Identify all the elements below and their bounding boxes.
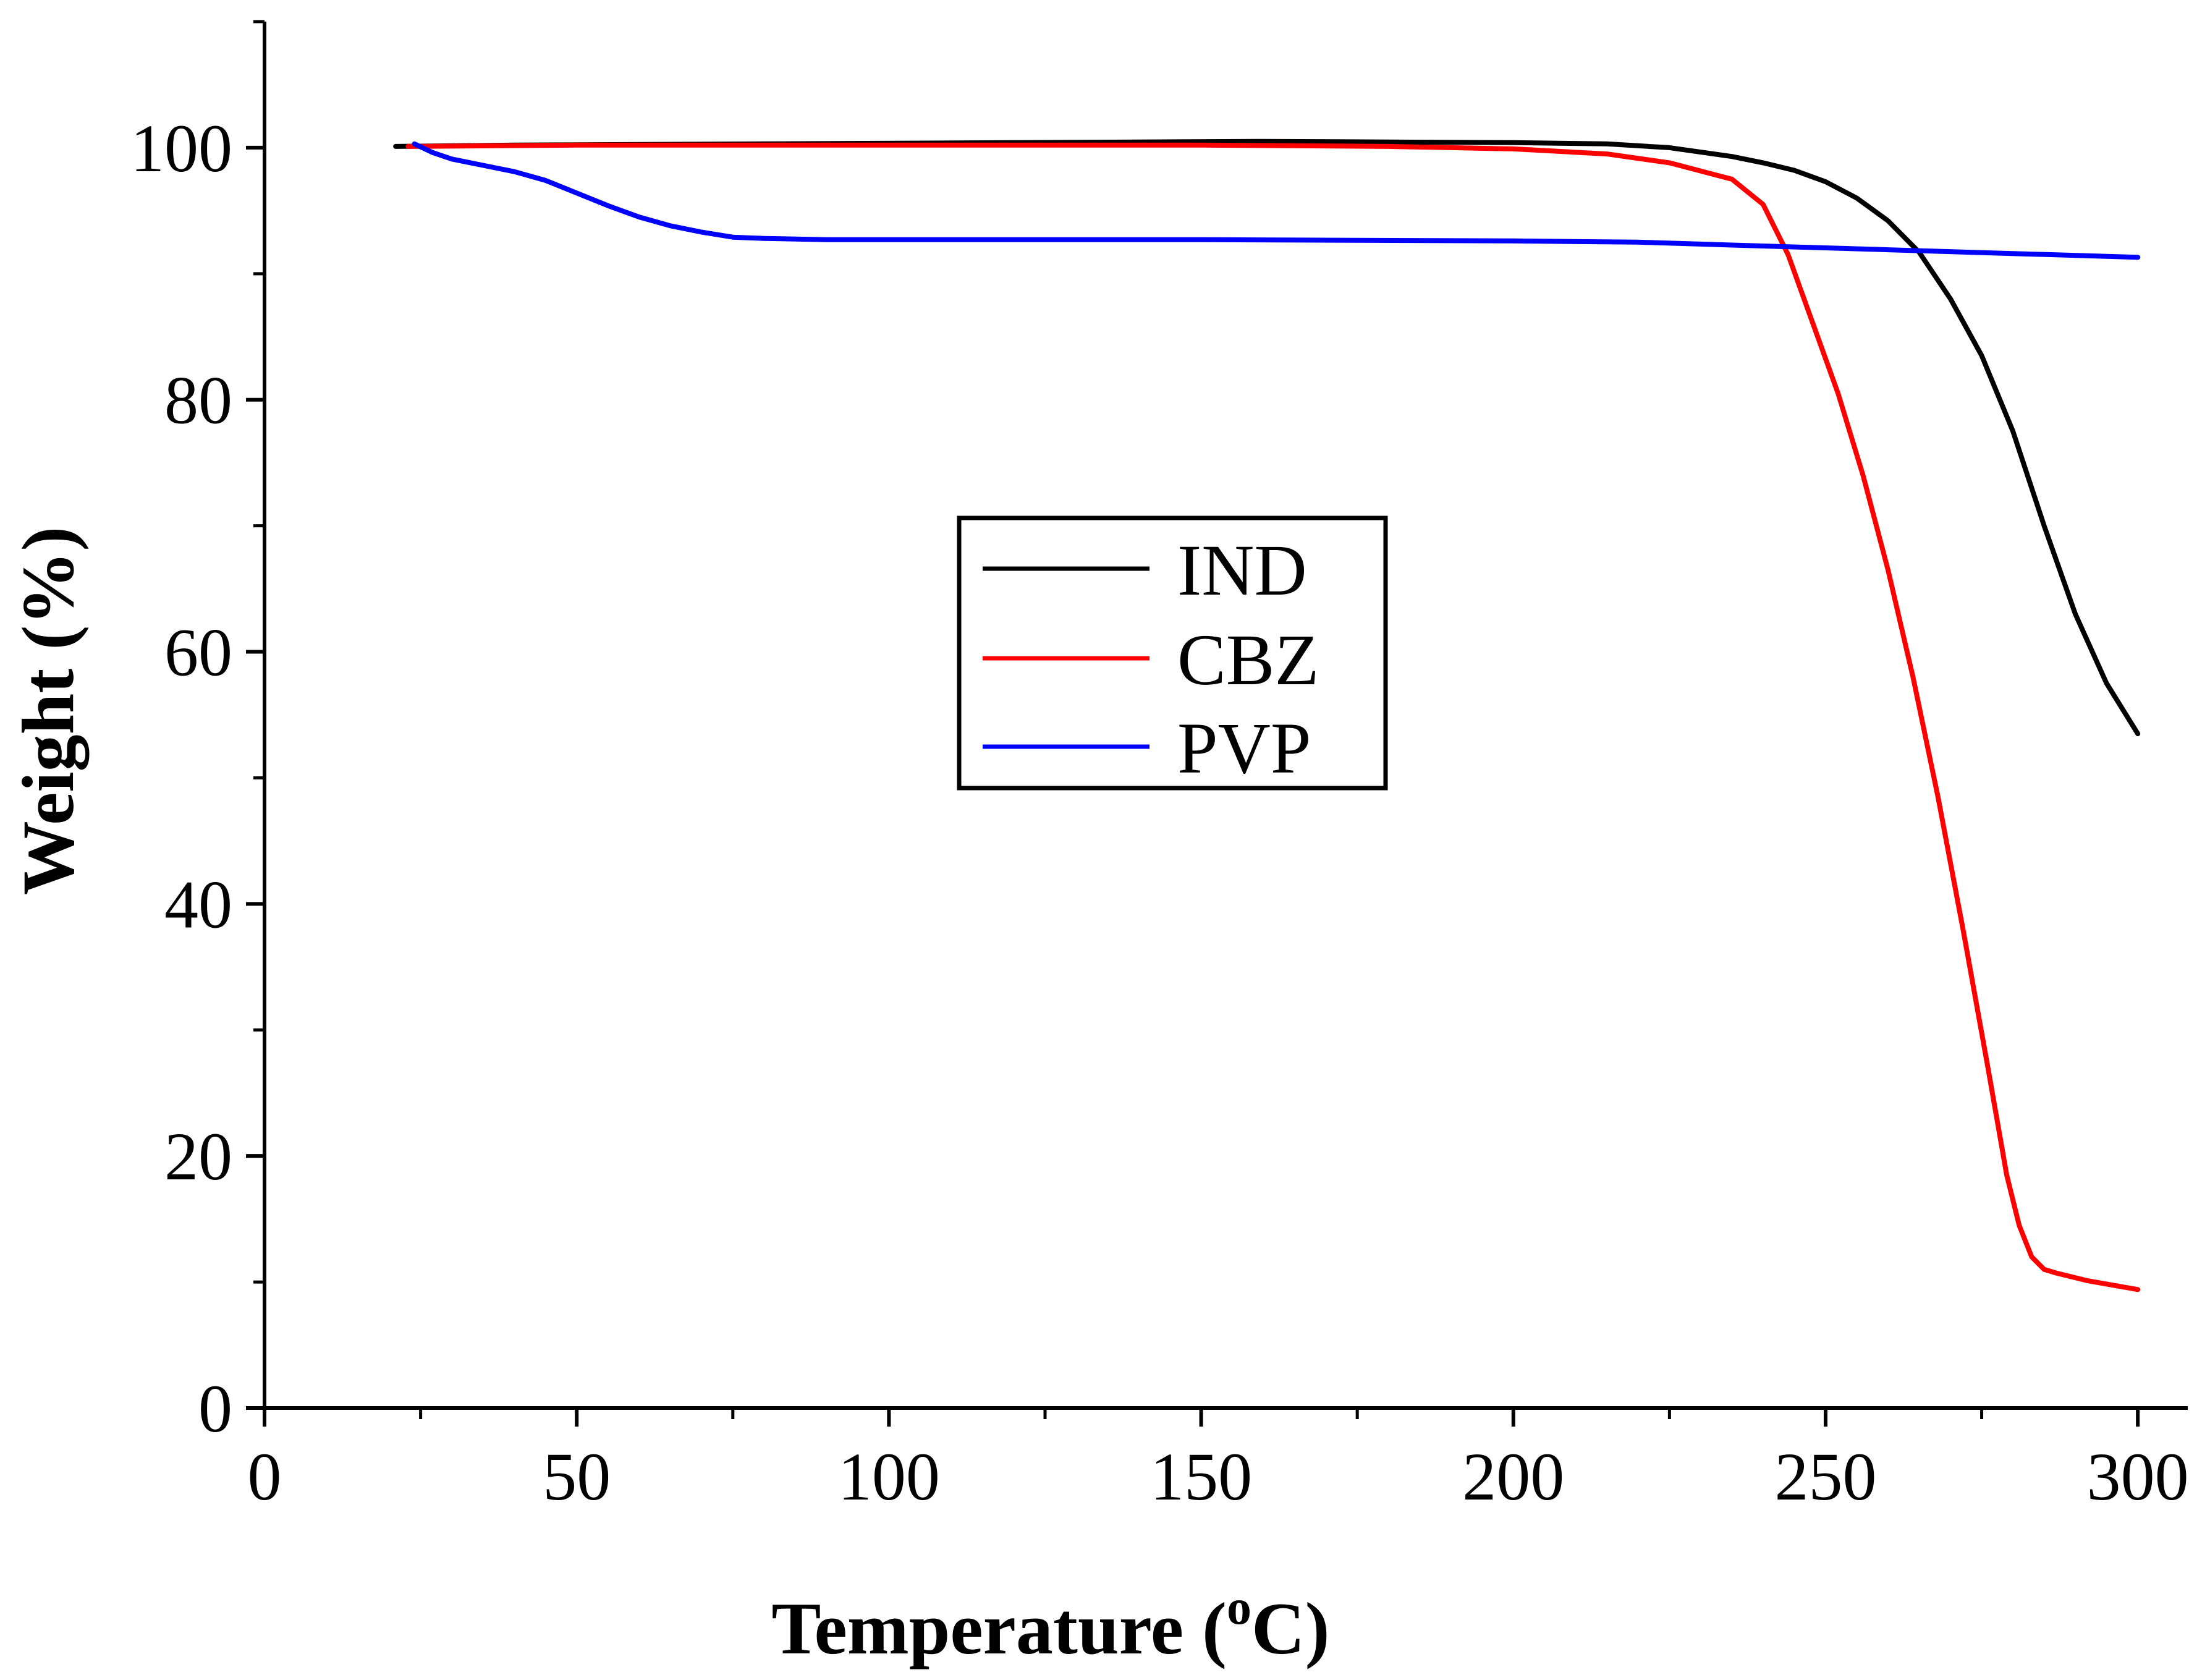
axes (263, 22, 2188, 1410)
x-tick-label: 50 (543, 1439, 611, 1514)
x-axis-title: Temperature (oC) (771, 1580, 1329, 1669)
x-tick-label: 100 (838, 1439, 940, 1514)
series-line-pvp (412, 141, 2141, 260)
x-tick-label: 250 (1774, 1439, 1876, 1514)
legend: IND CBZ PVP (957, 515, 1388, 791)
x-tick-label: 200 (1462, 1439, 1564, 1514)
legend-box (957, 515, 1388, 791)
series-line-cbz (405, 142, 2141, 1292)
legend-label-ind: IND (1177, 530, 1307, 611)
x-tick-label: 150 (1150, 1439, 1252, 1514)
x-tick-label: 300 (2087, 1439, 2189, 1514)
x-tick-label: 0 (248, 1439, 282, 1514)
y-tick-label: 80 (164, 363, 232, 438)
y-axis-title: Weight (%) (7, 527, 90, 896)
y-tick-label: 100 (130, 111, 232, 186)
series-line-ind (393, 138, 2141, 737)
legend-label-pvp: PVP (1177, 708, 1311, 789)
series-layer (393, 138, 2141, 1292)
legend-label-cbz: CBZ (1177, 619, 1319, 700)
y-tick-label: 20 (164, 1119, 232, 1194)
y-tick-label: 40 (164, 867, 232, 942)
y-tick-label: 60 (164, 615, 232, 690)
y-tick-label: 0 (198, 1371, 232, 1446)
